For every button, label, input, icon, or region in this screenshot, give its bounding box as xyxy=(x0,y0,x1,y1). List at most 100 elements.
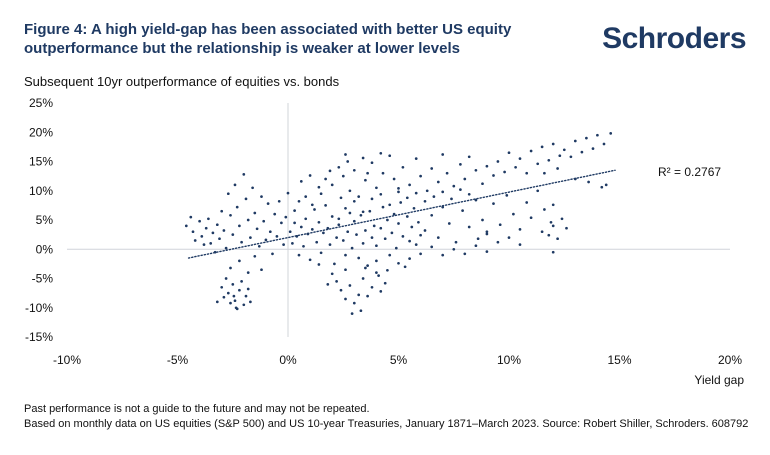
scatter-point xyxy=(414,157,418,160)
scatter-point xyxy=(238,259,241,263)
scatter-point xyxy=(189,215,193,219)
scatter-point xyxy=(388,253,392,257)
scatter-point xyxy=(234,306,238,310)
scatter-point xyxy=(359,309,363,313)
scatter-point xyxy=(207,217,210,221)
scatter-point xyxy=(218,237,221,241)
scatter-point xyxy=(441,253,445,257)
scatter-point xyxy=(425,189,429,193)
scatter-point xyxy=(419,174,422,178)
scatter-point xyxy=(346,160,350,163)
scatter-point xyxy=(249,236,252,239)
scatter-point xyxy=(419,252,422,256)
scatter-point xyxy=(609,132,613,135)
scatter-point xyxy=(308,258,312,262)
scatter-point xyxy=(242,303,246,307)
scatter-point xyxy=(547,233,551,237)
scatter-point xyxy=(454,240,458,244)
x-tick-label: 10% xyxy=(497,353,521,367)
scatter-point xyxy=(474,168,478,172)
scatter-point xyxy=(226,291,230,295)
x-tick-label: 0% xyxy=(279,353,297,367)
scatter-point xyxy=(235,205,239,209)
scatter-point xyxy=(492,202,495,205)
scatter-point xyxy=(551,203,555,207)
scatter-point xyxy=(383,237,387,241)
scatter-point xyxy=(310,203,314,207)
scatter-point xyxy=(238,288,241,292)
scatter-point xyxy=(602,142,606,146)
scatter-point xyxy=(412,206,416,210)
scatter-point xyxy=(368,209,372,213)
scatter-point xyxy=(547,158,551,162)
scatter-point xyxy=(246,218,250,222)
scatter-point xyxy=(339,196,343,200)
scatter-point xyxy=(375,186,378,190)
scatter-point xyxy=(315,240,319,244)
scatter-point xyxy=(392,177,396,181)
title-line-2: outperformance but the relationship is w… xyxy=(24,40,460,57)
scatter-point xyxy=(401,165,405,169)
scatter-point xyxy=(562,148,566,152)
scatter-point xyxy=(441,205,445,209)
y-tick-label: 0% xyxy=(36,242,54,256)
scatter-point xyxy=(231,283,235,286)
scatter-point xyxy=(344,268,347,272)
scatter-point xyxy=(377,274,380,277)
scatter-point xyxy=(277,199,281,203)
scatter-point xyxy=(319,192,323,196)
scatter-point xyxy=(503,170,506,174)
scatter-point xyxy=(573,139,577,143)
scatter-point xyxy=(330,272,334,276)
x-axis: -10% -5% 0% 5% 10% 15% 20% xyxy=(53,353,742,367)
scatter-point xyxy=(344,153,347,156)
scatter-point xyxy=(467,225,471,229)
scatter-point xyxy=(405,196,409,200)
scatter-point xyxy=(463,177,467,181)
y-tick-label: 10% xyxy=(29,184,53,198)
scatter-point xyxy=(536,162,540,166)
scatter-point xyxy=(260,268,263,272)
scatter-point xyxy=(355,233,358,236)
scatter-point xyxy=(335,236,338,239)
scatter-point xyxy=(341,239,345,242)
scatter-point xyxy=(551,142,555,146)
scatter-point xyxy=(394,246,398,250)
scatter-point xyxy=(372,224,376,228)
scatter-point xyxy=(481,182,484,186)
scatter-point xyxy=(540,230,544,234)
scatter-point xyxy=(459,188,462,191)
scatter-point xyxy=(260,195,263,198)
scatter-point xyxy=(193,239,197,242)
scatter-point xyxy=(249,300,252,304)
scatter-point xyxy=(348,189,352,193)
scatter-point xyxy=(379,290,383,293)
scatter-point xyxy=(222,295,226,299)
scatter-point xyxy=(308,174,312,177)
scatter-point xyxy=(485,164,489,168)
scatter-point xyxy=(348,211,352,215)
scatter-point xyxy=(600,185,604,189)
scatter-point xyxy=(514,165,517,169)
scatter-point xyxy=(229,266,232,270)
scatter-point xyxy=(200,235,204,238)
scatter-point xyxy=(352,219,356,223)
scatter-point xyxy=(333,262,336,266)
scatter-point xyxy=(512,212,515,216)
scatter-point xyxy=(423,199,427,203)
footnotes: Past performance is not a guide to the f… xyxy=(24,402,748,432)
scatter-point xyxy=(319,251,323,255)
scatter-point xyxy=(397,187,400,190)
scatter-point xyxy=(341,174,345,178)
footnote-source: Based on monthly data on US equities (S&… xyxy=(24,418,749,430)
scatter-point xyxy=(375,259,378,263)
scatter-point xyxy=(366,264,369,267)
scatter-point xyxy=(344,206,347,210)
scatter-point xyxy=(370,197,374,201)
scatter-point xyxy=(436,236,440,239)
scatter-point xyxy=(485,250,489,253)
scatter-point xyxy=(560,217,564,221)
scatter-point xyxy=(585,136,588,140)
scatter-point xyxy=(293,221,296,225)
scatter-point xyxy=(209,242,213,245)
